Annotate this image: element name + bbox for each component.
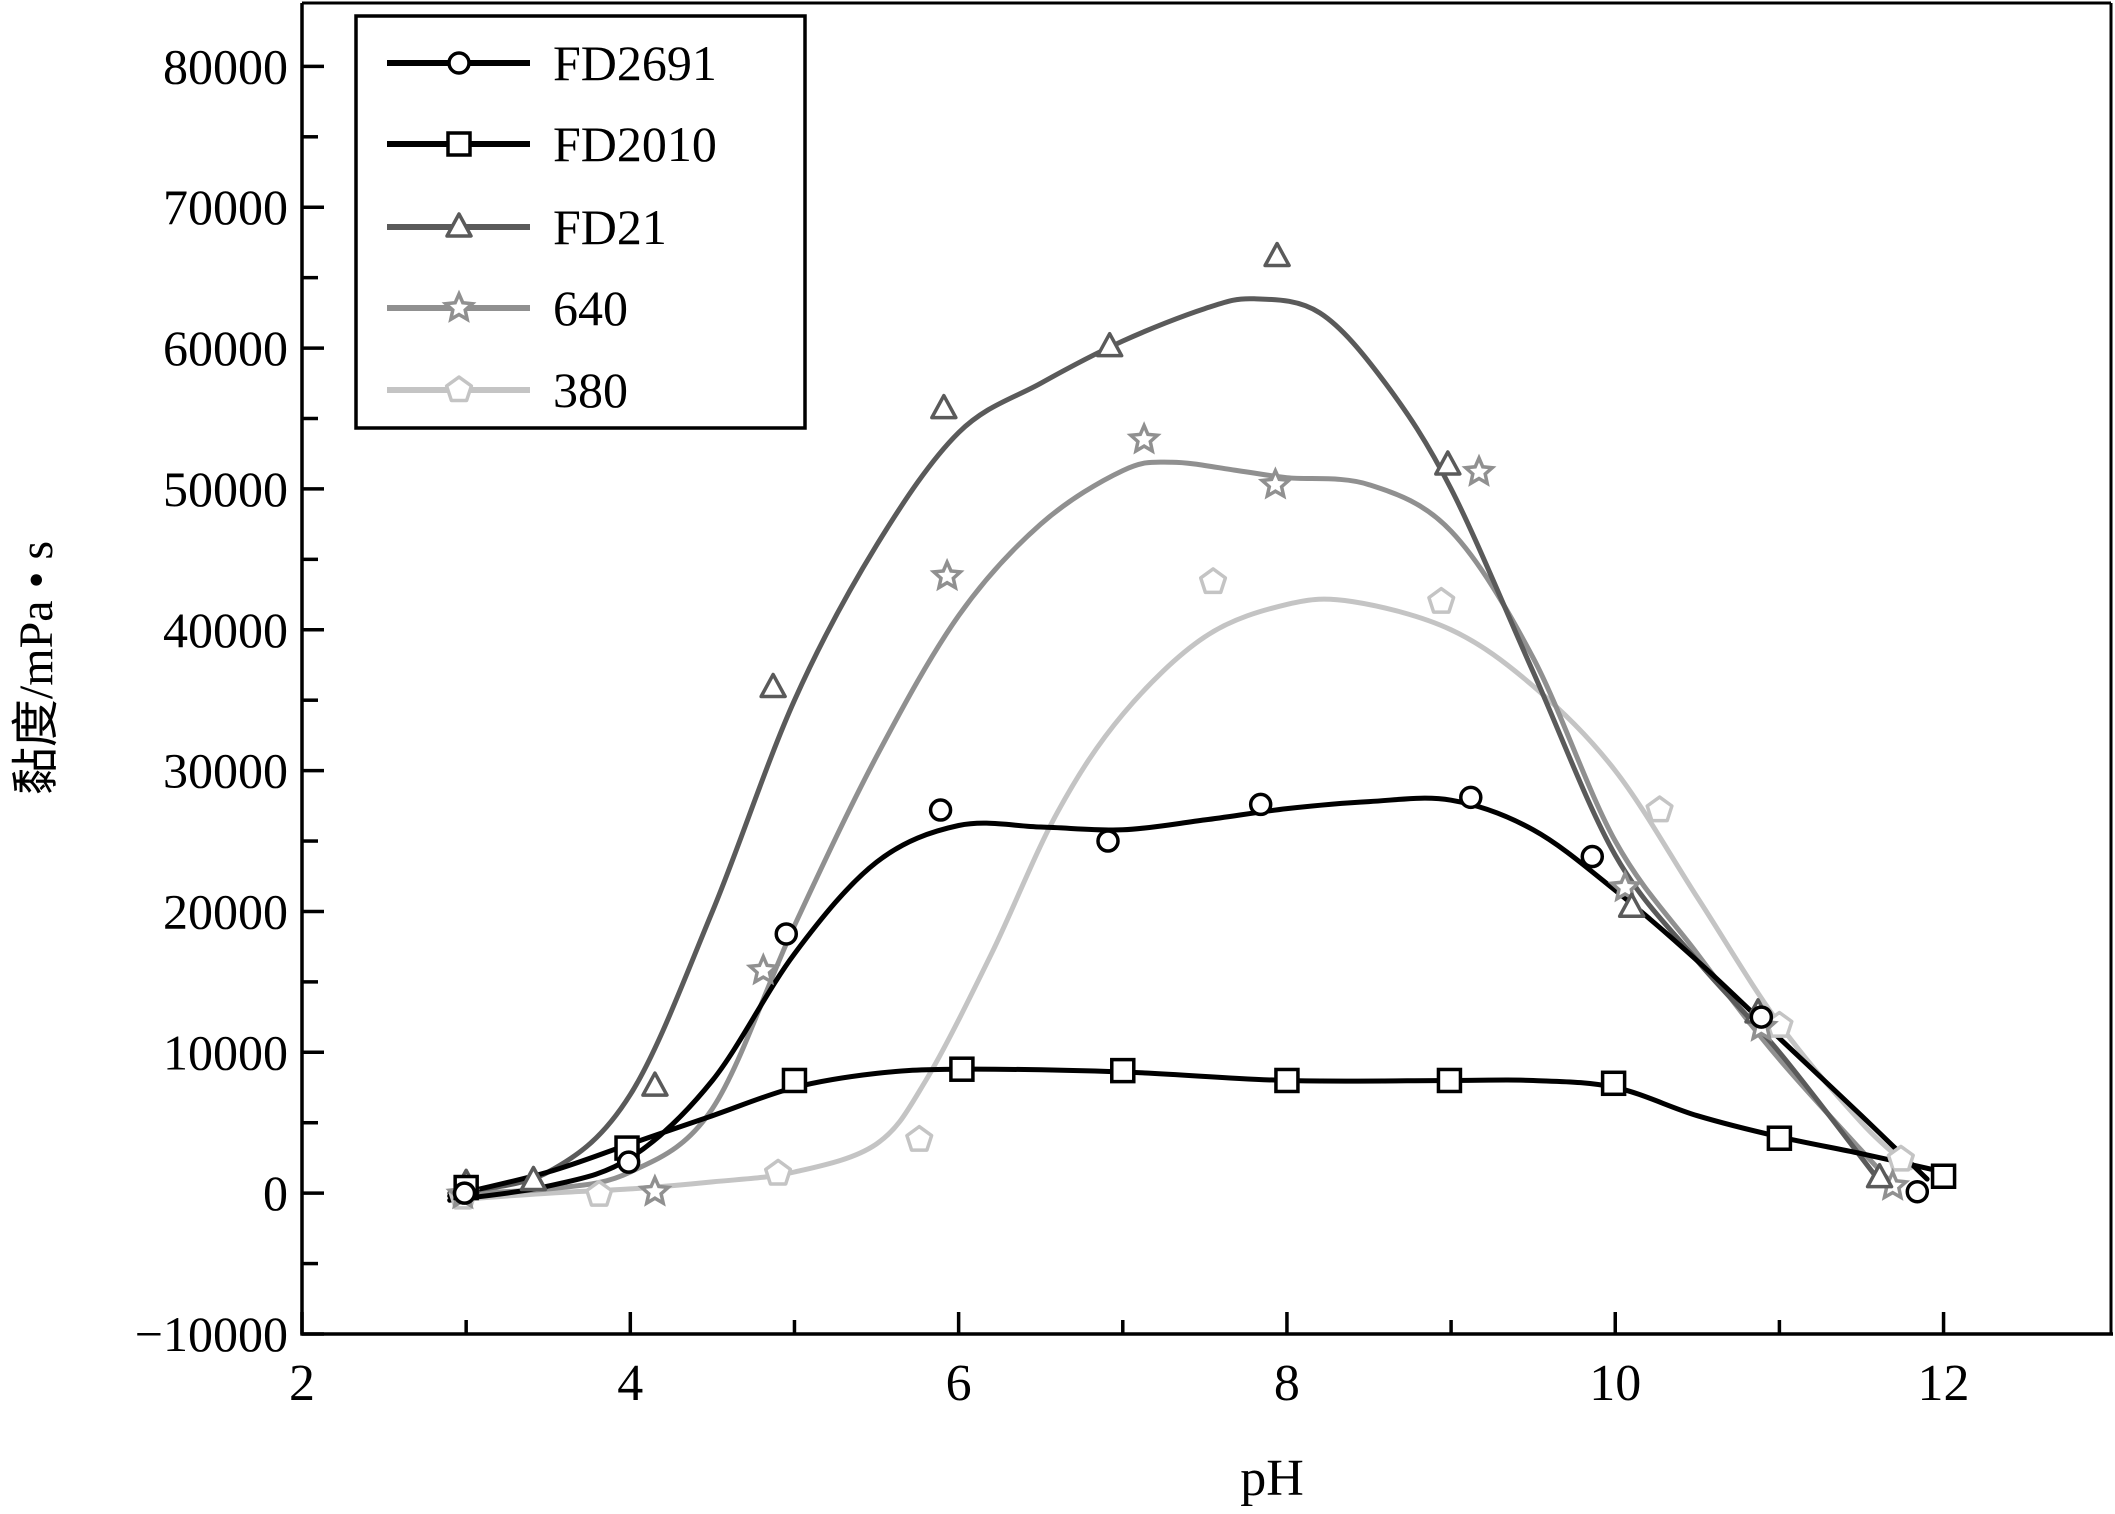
data-point-star	[1126, 421, 1162, 455]
data-point-star	[929, 557, 965, 592]
data-point-pentagon	[1198, 567, 1228, 595]
y-tick-label: 70000	[163, 179, 288, 235]
data-point-square	[1110, 1057, 1136, 1084]
data-point-circle	[1459, 785, 1483, 810]
legend-item-fd21: FD21	[387, 199, 667, 255]
series-line-640	[447, 459, 1897, 1196]
x-tick-label: 4	[617, 1355, 643, 1412]
legend-marker-circle-icon	[447, 51, 471, 75]
y-tick-label: 30000	[163, 743, 288, 799]
legend-label: 640	[553, 280, 628, 336]
data-point-star	[637, 1173, 673, 1207]
data-point-pentagon	[1645, 795, 1674, 823]
series-fd2010	[447, 1066, 1947, 1199]
data-point-pentagon	[763, 1158, 793, 1186]
data-point-triangle	[1434, 450, 1462, 476]
data-point-circle	[774, 922, 799, 946]
series-line-fd21	[447, 296, 1881, 1196]
data-point-circle	[1905, 1179, 1930, 1204]
x-tick-label: 8	[1274, 1355, 1300, 1412]
data-point-pentagon	[585, 1179, 614, 1207]
legend-items: FD2691 FD2010 FD21 640 380	[387, 35, 717, 418]
data-point-triangle	[1617, 892, 1646, 918]
legend-label: FD21	[553, 199, 667, 255]
data-point-circle	[616, 1150, 641, 1174]
series-380	[447, 596, 1914, 1203]
series-640	[447, 459, 1897, 1196]
y-tick-label: 40000	[163, 602, 288, 658]
data-point-triangle	[519, 1165, 548, 1192]
data-point-pentagon	[1427, 586, 1456, 614]
legend-label: FD2010	[553, 116, 717, 172]
x-tick-label: 10	[1589, 1355, 1641, 1412]
legend-marker-square-icon	[446, 131, 472, 157]
series-line-fd2691	[447, 795, 1930, 1203]
x-tick-label: 12	[1918, 1355, 1970, 1412]
data-point-triangle	[1263, 241, 1291, 268]
data-point-square	[1930, 1163, 1957, 1190]
data-point-square	[949, 1056, 975, 1082]
data-point-star	[1257, 466, 1293, 500]
data-point-circle	[1580, 844, 1605, 869]
legend-box	[354, 14, 807, 430]
legend-item-fd2691: FD2691	[387, 35, 717, 91]
markers-fd2691	[452, 785, 1930, 1205]
y-tick-label: −10000	[135, 1306, 288, 1362]
y-tick-label: 20000	[163, 883, 288, 939]
x-tick-label: 2	[289, 1355, 315, 1412]
series-fd2691	[447, 795, 1930, 1203]
x-tick-label: 6	[946, 1355, 972, 1412]
data-point-triangle	[641, 1071, 669, 1097]
legend-marker-star-icon	[441, 289, 477, 323]
data-point-triangle	[1095, 331, 1124, 358]
data-point-pentagon	[905, 1124, 934, 1152]
data-point-circle	[1096, 829, 1120, 853]
axes-layer: 2 4 6 8 10 12 −10000 0 10000 20000 30000 40000 50000…	[135, 1, 2113, 1412]
y-axis-label: 黏度/mPa • s	[10, 541, 63, 795]
legend-marker-triangle-icon	[445, 212, 473, 238]
legend-label: FD2691	[553, 35, 717, 91]
data-point-square	[1436, 1067, 1463, 1094]
series-line-380	[447, 596, 1914, 1203]
legend-item-640: 640	[387, 280, 628, 336]
legend-label: 380	[553, 362, 628, 418]
data-point-square	[1274, 1067, 1300, 1094]
legend-marker-pentagon-icon	[444, 375, 474, 403]
x-axis-label: pH	[1240, 1450, 1304, 1507]
y-tick-label: 10000	[163, 1024, 288, 1080]
data-point-triangle	[1865, 1162, 1894, 1189]
data-point-triangle	[930, 393, 958, 420]
markers-640	[445, 421, 1911, 1210]
data-point-circle	[1248, 792, 1273, 817]
data-point-circle	[928, 798, 953, 822]
legend: FD2691 FD2010 FD21 640 380	[354, 14, 807, 430]
legend-item-380: 380	[387, 362, 628, 418]
data-point-square	[781, 1067, 808, 1094]
legend-item-fd2010: FD2010	[387, 116, 717, 172]
data-point-square	[1766, 1125, 1793, 1151]
series-layer	[445, 241, 1957, 1210]
y-tick-label: 80000	[163, 38, 288, 94]
data-point-circle	[1749, 1005, 1774, 1029]
data-point-circle	[452, 1181, 477, 1205]
data-point-star	[745, 952, 781, 986]
data-point-star	[1607, 869, 1643, 903]
data-point-star	[1461, 453, 1497, 487]
data-point-square	[1600, 1070, 1627, 1097]
y-tick-label: 50000	[163, 461, 288, 517]
y-tick-label: 60000	[163, 320, 288, 376]
data-point-triangle	[759, 672, 787, 699]
series-line-fd2010	[447, 1066, 1947, 1199]
data-point-pentagon	[1886, 1144, 1915, 1172]
y-tick-label: 0	[263, 1165, 288, 1221]
series-fd21	[447, 296, 1881, 1196]
